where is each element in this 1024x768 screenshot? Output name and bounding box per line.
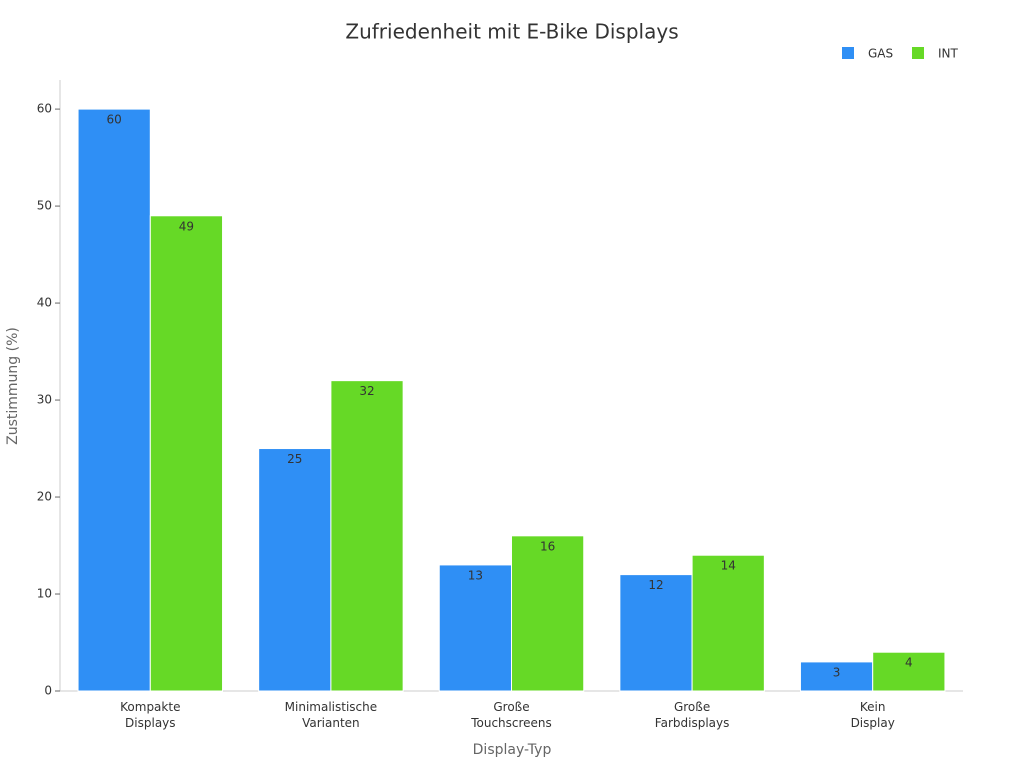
chart-title: Zufriedenheit mit E-Bike Displays	[345, 20, 678, 44]
data-label: 25	[287, 452, 302, 466]
data-label: 13	[468, 568, 483, 582]
bar	[799, 661, 874, 692]
bar	[438, 564, 513, 692]
legend-swatch	[912, 47, 924, 59]
bar	[691, 554, 765, 692]
x-tick-label: Große Farbdisplays	[654, 700, 730, 730]
bar	[149, 215, 224, 692]
y-tick-label: 30	[37, 393, 52, 407]
data-label: 3	[833, 665, 841, 679]
x-tick-label: Kompakte Displays	[120, 700, 181, 730]
bar	[511, 535, 585, 692]
data-label: 12	[648, 578, 663, 592]
data-label: 14	[721, 559, 736, 573]
y-tick-label: 50	[37, 199, 52, 213]
bar	[77, 108, 151, 692]
x-axis-label: Display-Typ	[473, 742, 552, 758]
y-tick-label: 20	[37, 490, 52, 504]
bar	[872, 651, 946, 692]
bar	[258, 448, 332, 692]
legend-label: INT	[938, 47, 959, 61]
x-tick-label: Kein Display	[850, 700, 895, 730]
legend-label: GAS	[868, 47, 893, 61]
y-tick-label: 10	[37, 587, 52, 601]
bar	[330, 380, 404, 692]
y-tick-label: 0	[44, 684, 52, 698]
y-tick-label: 60	[37, 102, 52, 116]
data-label: 60	[107, 113, 122, 127]
data-label: 32	[359, 384, 374, 398]
x-tick-label: Große Touchscreens	[471, 700, 552, 730]
x-tick-label: Minimalistische Varianten	[284, 700, 378, 730]
data-label: 16	[540, 539, 555, 553]
legend-swatch	[842, 47, 854, 59]
data-label: 49	[179, 219, 194, 233]
data-label: 4	[905, 656, 913, 670]
y-axis-label: Zustimmung (%)	[5, 327, 21, 445]
y-tick-label: 40	[37, 296, 52, 310]
